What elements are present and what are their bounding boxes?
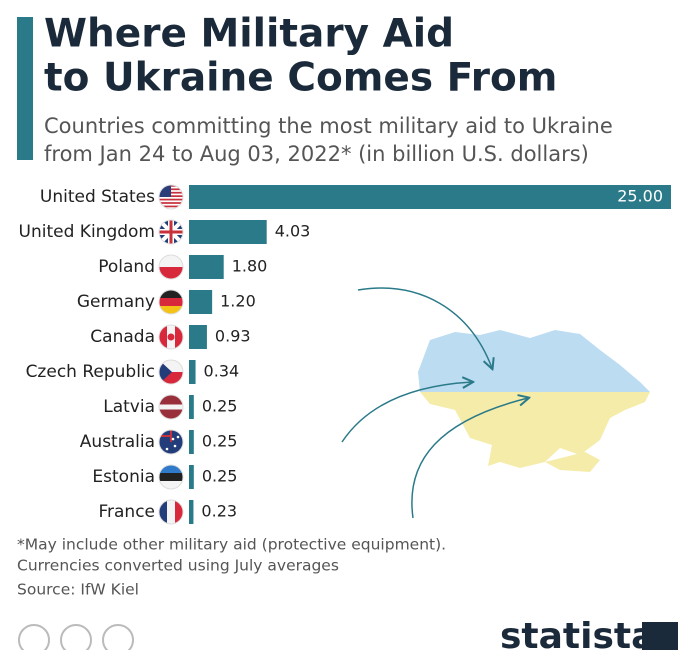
flag-part <box>159 500 167 524</box>
flag-ring <box>158 359 184 385</box>
flag <box>159 360 183 384</box>
category-label: Estonia <box>92 467 155 487</box>
flag-part <box>159 298 183 306</box>
flag-part <box>159 306 183 314</box>
source: Source: IfW Kiel <box>17 581 139 599</box>
flag <box>159 290 183 314</box>
flag <box>159 185 183 208</box>
flag-part <box>167 500 175 524</box>
flag <box>159 500 183 524</box>
flag-part <box>176 435 180 439</box>
flag-ring <box>158 464 184 490</box>
category-label: Czech Republic <box>26 362 155 382</box>
flag-part <box>159 473 183 481</box>
brand-logo: statista <box>500 616 655 650</box>
bar <box>189 185 671 209</box>
flag-part <box>159 409 183 419</box>
accent-bar <box>17 17 33 160</box>
flag <box>159 220 183 244</box>
bar <box>189 430 194 454</box>
category-label: Latvia <box>103 397 155 417</box>
flag-ring <box>158 324 184 350</box>
flag-part <box>159 481 183 489</box>
subtitle-line: from Jan 24 to Aug 03, 2022* (in billion… <box>44 142 589 166</box>
flag-ring <box>158 219 184 245</box>
flag-part <box>159 395 183 405</box>
flag-part <box>159 290 183 298</box>
flag-ring <box>158 499 184 525</box>
flag-part <box>173 444 177 448</box>
flag-part <box>159 465 183 473</box>
footnote: Currencies converted using July averages <box>17 557 339 575</box>
title-line: to Ukraine Comes From <box>44 56 557 101</box>
flag-part <box>159 220 183 244</box>
value-label: 0.23 <box>201 502 237 521</box>
flag-ring <box>158 394 184 420</box>
license-icons <box>18 624 134 650</box>
flag-part <box>175 500 183 524</box>
flag-part <box>159 198 183 201</box>
flag-part <box>171 437 175 441</box>
flag-part <box>159 267 183 279</box>
bar <box>189 220 267 244</box>
bar <box>189 500 194 524</box>
flag-part <box>159 325 167 349</box>
value-label: 0.93 <box>215 327 251 346</box>
flag-part <box>167 333 175 341</box>
flag <box>159 465 183 489</box>
flag-ring <box>158 289 184 315</box>
title-line: Where Military Aid <box>44 12 454 57</box>
subtitle-line: Countries committing the most military a… <box>44 114 613 138</box>
value-label: 0.34 <box>204 362 240 381</box>
category-label: Germany <box>77 292 155 312</box>
flag-part <box>159 404 183 410</box>
value-label: 1.80 <box>232 257 268 276</box>
value-label: 0.25 <box>202 432 238 451</box>
flag <box>159 325 183 349</box>
flag <box>159 395 183 419</box>
bar <box>189 290 213 314</box>
flag-ring <box>158 429 184 455</box>
ukraine-map <box>341 287 650 519</box>
flag-part <box>159 255 183 267</box>
flag-ring <box>158 184 184 210</box>
value-label: 1.20 <box>220 292 256 311</box>
flag-part <box>175 325 183 349</box>
value-label: 25.00 <box>617 187 663 206</box>
bar <box>189 395 194 419</box>
flag-part <box>159 202 183 204</box>
flag-part <box>159 205 183 208</box>
bar <box>189 255 224 279</box>
category-label: France <box>98 502 155 522</box>
flag-part <box>165 447 169 451</box>
flag <box>159 255 183 279</box>
category-label: United Kingdom <box>19 222 155 242</box>
category-label: Australia <box>80 432 155 452</box>
category-label: Poland <box>98 257 155 277</box>
category-label: Canada <box>90 327 155 347</box>
brand-mark <box>642 622 678 650</box>
category-label: United States <box>40 187 155 207</box>
footnote: *May include other military aid (protect… <box>17 536 446 554</box>
flag-ring <box>158 254 184 280</box>
bar <box>189 325 207 349</box>
bar <box>189 465 194 489</box>
value-label: 0.25 <box>202 467 238 486</box>
bar <box>189 360 196 384</box>
flag-part <box>159 360 172 384</box>
value-label: 0.25 <box>202 397 238 416</box>
value-label: 4.03 <box>275 222 311 241</box>
